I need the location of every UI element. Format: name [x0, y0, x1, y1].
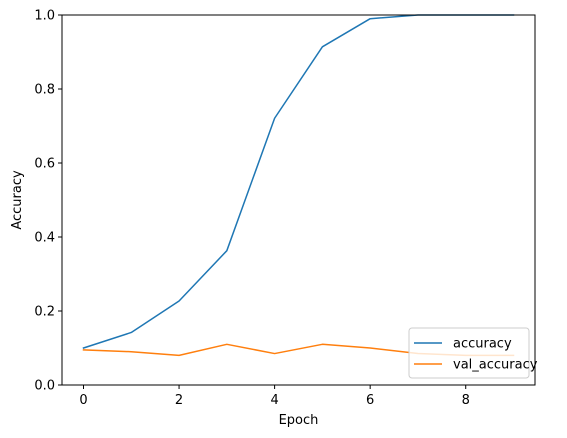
legend: accuracy val_accuracy [408, 327, 538, 379]
legend-box [408, 327, 530, 379]
plot-frame [61, 14, 536, 386]
y-tick-label: 0.2 [34, 305, 55, 320]
x-tick-label: 8 [462, 393, 470, 408]
legend-label-accuracy: accuracy [453, 337, 512, 352]
y-axis-label: Accuracy [10, 170, 25, 230]
y-tick-label: 0.0 [34, 379, 55, 394]
x-tick-label: 2 [175, 393, 183, 408]
y-tick-label: 1.0 [34, 9, 55, 24]
x-axis-label: Epoch [279, 413, 319, 428]
x-tick-label: 0 [79, 393, 87, 408]
x-tick-label: 6 [366, 393, 374, 408]
x-tick-label: 4 [270, 393, 278, 408]
y-tick-label: 0.8 [34, 83, 55, 98]
x-axis: 0 2 4 6 8 [79, 385, 470, 408]
y-tick-label: 0.6 [34, 157, 55, 172]
legend-label-val-accuracy: val_accuracy [453, 358, 538, 373]
y-tick-label: 0.4 [34, 231, 55, 246]
y-axis: 0.0 0.2 0.4 0.6 0.8 1.0 [34, 9, 62, 394]
